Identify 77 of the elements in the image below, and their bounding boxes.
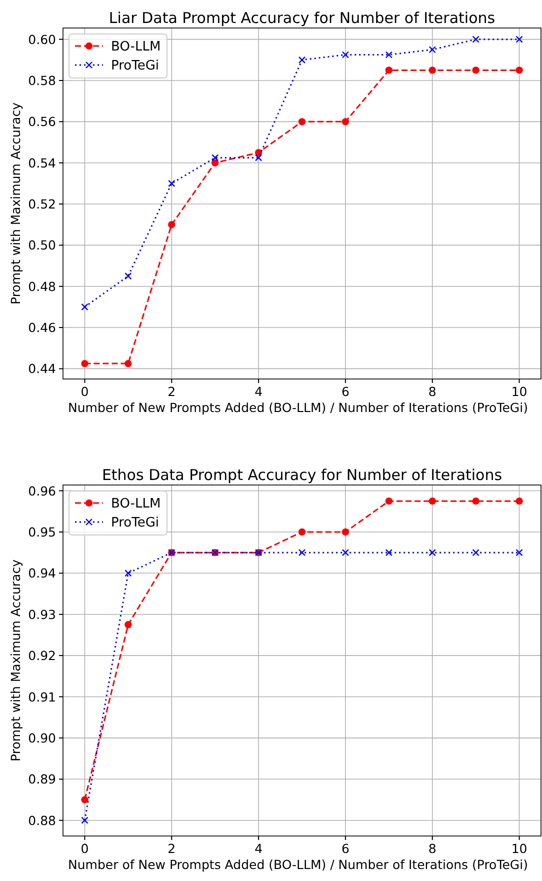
y-tick-label: 0.52 [28,196,56,212]
point [81,303,88,311]
point [516,548,523,556]
point [516,66,523,74]
point [472,548,480,556]
point [385,548,393,556]
point [342,51,350,58]
y-tick-label: 0.90 [28,730,56,746]
y-tick-label: 0.96 [28,483,56,498]
x-tick-label: 0 [80,384,89,399]
x-tick-label: 8 [428,841,436,856]
point [516,36,523,43]
point [428,46,436,54]
y-tick-label: 0.54 [28,155,56,170]
point [385,51,393,58]
y-tick-label: 0.60 [28,32,56,47]
point [428,66,436,74]
y-tick-label: 0.92 [28,648,56,664]
y-tick-label: 0.46 [28,320,56,336]
legend-label: ProTeGi [111,58,160,74]
y-tick-label: 0.58 [28,72,56,88]
y-tick-label: 0.88 [28,812,56,828]
y-tick-label: 0.44 [28,361,56,376]
y-tick-label: 0.56 [28,114,56,130]
y-tick-label: 0.50 [28,238,56,253]
point [516,497,523,505]
point [124,272,132,280]
point [428,497,436,505]
y-tick-label: 0.95 [28,524,56,540]
x-tick-label: 8 [428,384,436,399]
point [124,360,132,368]
point [472,66,480,74]
x-tick-label: 4 [254,841,263,856]
point [168,180,176,188]
y-tick-label: 0.48 [28,278,56,294]
point [298,118,306,126]
point [342,118,350,126]
point [211,159,219,166]
point [81,360,88,368]
point [298,548,306,556]
chart-title: Ethos Data Prompt Accuracy for Number of Iterations [102,466,502,484]
x-tick-label: 2 [168,841,176,856]
legend-label: BO-LLM [111,496,161,512]
point [342,528,350,536]
x-tick-label: 0 [80,841,89,856]
x-tick-label: 10 [511,841,528,856]
x-axis-title: Number of New Prompts Added (BO-LLM) / Number of Iterations (ProTeGi) [68,400,528,415]
point [81,796,88,804]
point [211,154,219,162]
point [472,36,480,43]
point [81,816,88,824]
point [124,570,132,577]
point [254,154,262,162]
y-axis-title: Prompt with Maximum Accuracy [8,102,23,304]
y-tick-label: 0.93 [28,606,56,622]
point [385,497,393,505]
x-tick-label: 6 [341,384,350,399]
x-tick-label: 6 [341,841,350,856]
point [385,66,393,74]
legend-label: ProTeGi [111,516,160,530]
x-tick-label: 2 [168,384,176,399]
point [472,497,480,505]
x-axis-title: Number of New Prompts Added (BO-LLM) / Number of Iterations (ProTeGi) [68,857,528,872]
chart-title: Liar Data Prompt Accuracy for Number of Iterations [108,9,496,27]
point [298,528,306,536]
point [342,548,350,556]
point [124,621,132,628]
point [298,56,306,64]
point [168,221,176,228]
y-tick-label: 0.91 [28,689,56,704]
x-tick-label: 4 [254,384,263,399]
y-tick-label: 0.94 [28,566,56,581]
y-tick-label: 0.89 [28,772,56,787]
point [428,548,436,556]
y-axis-title: Prompt with Maximum Accuracy [8,558,23,762]
legend-label: BO-LLM [111,40,161,54]
x-tick-label: 10 [511,384,528,399]
